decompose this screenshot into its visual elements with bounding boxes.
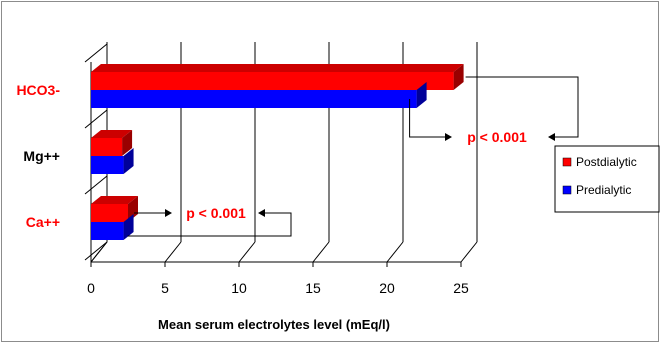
- bar-side-face: [123, 148, 134, 174]
- category-label: Ca++: [26, 214, 60, 230]
- category-label: Mg++: [23, 148, 60, 164]
- annotation-connector: [409, 99, 445, 138]
- bar-side-face: [122, 130, 133, 156]
- bar-side-face: [123, 214, 134, 240]
- legend-swatch-postdialytic: [562, 157, 572, 167]
- legend-swatch-predialytic: [562, 185, 572, 195]
- axis-corner: [90, 241, 108, 263]
- floor-line: [238, 241, 256, 263]
- y-tick-mark: [84, 175, 108, 195]
- bar-top-face: [91, 64, 464, 72]
- bar-postdialytic-1: [91, 138, 123, 156]
- arrow-head: [548, 133, 555, 141]
- floor-line: [312, 241, 330, 263]
- bar-postdialytic-2: [91, 204, 128, 222]
- legend: Postdialytic Predialytic: [554, 145, 660, 213]
- arrow-head: [445, 133, 452, 141]
- y-tick-mark: [84, 43, 108, 63]
- category-label: HCO3-: [16, 82, 60, 98]
- x-tick-label: 10: [231, 280, 247, 296]
- bars: [91, 64, 464, 240]
- y-tick-mark: [84, 241, 108, 261]
- bar-predialytic-0: [91, 90, 417, 108]
- bar-top-face: [91, 196, 138, 204]
- bar-top-face: [91, 130, 133, 138]
- x-tick-label: 15: [305, 280, 321, 296]
- x-tick-label: 20: [379, 280, 395, 296]
- bar-predialytic-2: [91, 222, 124, 240]
- annotations: p < 0.001 p < 0.001: [127, 76, 579, 237]
- x-tick-label: 0: [87, 280, 95, 296]
- x-tick-label: 5: [161, 280, 169, 296]
- floor-line: [164, 241, 182, 263]
- legend-label: Postdialytic: [576, 155, 637, 169]
- floor-line: [460, 241, 478, 263]
- y-tick-mark: [84, 109, 108, 129]
- bar-side-face: [416, 82, 427, 108]
- bar-predialytic-1: [91, 156, 124, 174]
- bar-side-face: [128, 196, 138, 222]
- bar-postdialytic-0: [91, 72, 454, 90]
- p-value-label: p < 0.001: [186, 205, 246, 221]
- legend-label: Predialytic: [576, 183, 631, 197]
- bar-side-face: [453, 64, 464, 90]
- arrow-head: [165, 209, 172, 217]
- annotation-connector: [465, 76, 579, 138]
- category-labels: HCO3- Mg++ Ca++: [16, 82, 60, 230]
- annotation-connector: [127, 212, 292, 237]
- x-tick-labels: 0 5 10 15 20 25: [87, 280, 469, 296]
- x-tick-label: 25: [453, 280, 469, 296]
- floor-line: [386, 241, 404, 263]
- x-axis-label: Mean serum electrolytes level (mEq/l): [158, 317, 390, 332]
- legend-box: [554, 145, 660, 213]
- p-value-label: p < 0.001: [467, 129, 527, 145]
- arrow-head: [258, 209, 265, 217]
